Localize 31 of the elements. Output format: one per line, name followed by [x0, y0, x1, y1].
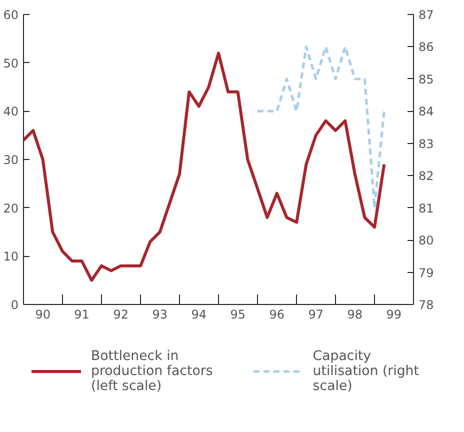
y-tick-label: 30 [3, 153, 19, 167]
y2-tick-label: 81 [418, 201, 434, 216]
x-tick-label: 95 [230, 308, 246, 322]
line-series [24, 52, 386, 282]
y2-tick-label: 79 [418, 266, 434, 280]
y-tick-label: 60 [3, 8, 19, 22]
y2-tick-label: 82 [418, 169, 434, 184]
y2-tick-label: 80 [418, 234, 434, 248]
y-tick-label: 20 [3, 201, 19, 216]
x-tick-label: 93 [152, 308, 168, 322]
y2-tick-label: 84 [418, 104, 434, 119]
x-tick-label: 97 [308, 308, 324, 322]
x-tick-label: 94 [191, 308, 206, 322]
y2-tick-label: 78 [418, 298, 434, 312]
legend-label: Bottleneck in production factors (left scale) [91, 348, 213, 396]
y-tick-label: 10 [3, 250, 19, 264]
x-tick-label: 96 [269, 308, 285, 322]
y2-tick-label: 87 [418, 8, 434, 22]
y2-tick-label: 85 [418, 72, 434, 86]
x-tick-label: 91 [74, 308, 90, 322]
y-tick-label: 50 [3, 56, 19, 70]
x-tick-label: 92 [113, 308, 129, 322]
y2-tick-label: 83 [418, 136, 434, 151]
y2-tick-label: 86 [418, 40, 434, 54]
y-tick-label: 40 [3, 104, 19, 119]
x-tick-label: 99 [386, 308, 402, 322]
x-tick-label: 90 [35, 308, 50, 322]
legend-label: Capacity utilisation (right scale) [312, 348, 419, 396]
x-tick-label: 98 [347, 308, 363, 322]
line-series [256, 45, 386, 210]
y-tick-label: 0 [10, 298, 19, 312]
